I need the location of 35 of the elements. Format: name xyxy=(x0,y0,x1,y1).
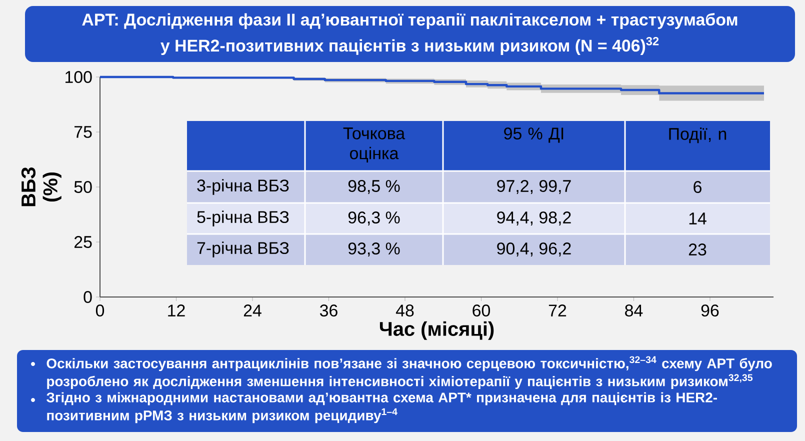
x-tick-label: 36 xyxy=(320,304,338,317)
y-axis-title: ВБЗ (%) xyxy=(21,167,62,206)
annotation: Точкова оцінка xyxy=(343,128,406,162)
annotation: 6 xyxy=(694,181,702,194)
annotation: 7-річна ВБЗ xyxy=(197,242,289,258)
y-tick-label: 25 xyxy=(74,236,92,248)
x-tick-label: 72 xyxy=(548,304,566,316)
chart-title: APT: Дослідження фази II ад’ювантної терапії паклітакселом + трастузумабом xyxy=(82,13,738,29)
x-tick-label: 0 xyxy=(96,304,104,317)
x-tick-label: 24 xyxy=(244,304,262,316)
x-tick-label: 60 xyxy=(472,304,490,317)
annotation: 94,4, 98,2 xyxy=(497,212,571,226)
text: Згідно з міжнародними настановами ад’ювантна схема APT* призначена для пацієнтів із HER2-позитивним рРМЗ з низьким ризиком рецидиву$^{1–4}$ xyxy=(46,392,717,424)
text: Оскільки застосування антрациклінів пов’язане зі значною серцевою токсичністю,$^{32–34}$ схему APT було розроблено як дослідження зменшення інтенсивності хіміотерапії у пацієнтів з низьким ризиком$^{32,35}$ xyxy=(46,356,772,390)
y-tick-label: 50 xyxy=(74,181,92,194)
annotation: 96,3 % xyxy=(348,212,400,226)
y-tick-label: 75 xyxy=(74,126,92,138)
chart-subtitle: у HER2-позитивних пацієнтів з низьким ризиком (N = 406)$^{32}$ xyxy=(160,36,659,56)
annotation: 90,4, 96,2 xyxy=(497,242,571,257)
x-tick-label: 12 xyxy=(168,304,185,316)
annotation: 93,3 % xyxy=(348,242,400,257)
annotation: 95 % ДІ xyxy=(504,128,564,143)
x-tick-label: 48 xyxy=(396,304,414,317)
y-tick-label: 0 xyxy=(84,291,92,304)
x-axis-title: Час (місяці) xyxy=(380,321,494,340)
annotation: 3-річна ВБЗ xyxy=(197,179,289,195)
annotation: 97,2, 99,7 xyxy=(497,180,571,194)
x-tick-label: 96 xyxy=(701,304,719,317)
annotation: 23 xyxy=(688,244,706,256)
annotation: 98,5 % xyxy=(348,180,400,194)
annotation: Події, n xyxy=(669,128,726,144)
annotation: 14 xyxy=(689,212,706,224)
x-tick-label: 84 xyxy=(625,304,643,317)
annotation: 5-річна ВБЗ xyxy=(197,210,289,226)
y-tick-label: 100 xyxy=(66,71,92,84)
